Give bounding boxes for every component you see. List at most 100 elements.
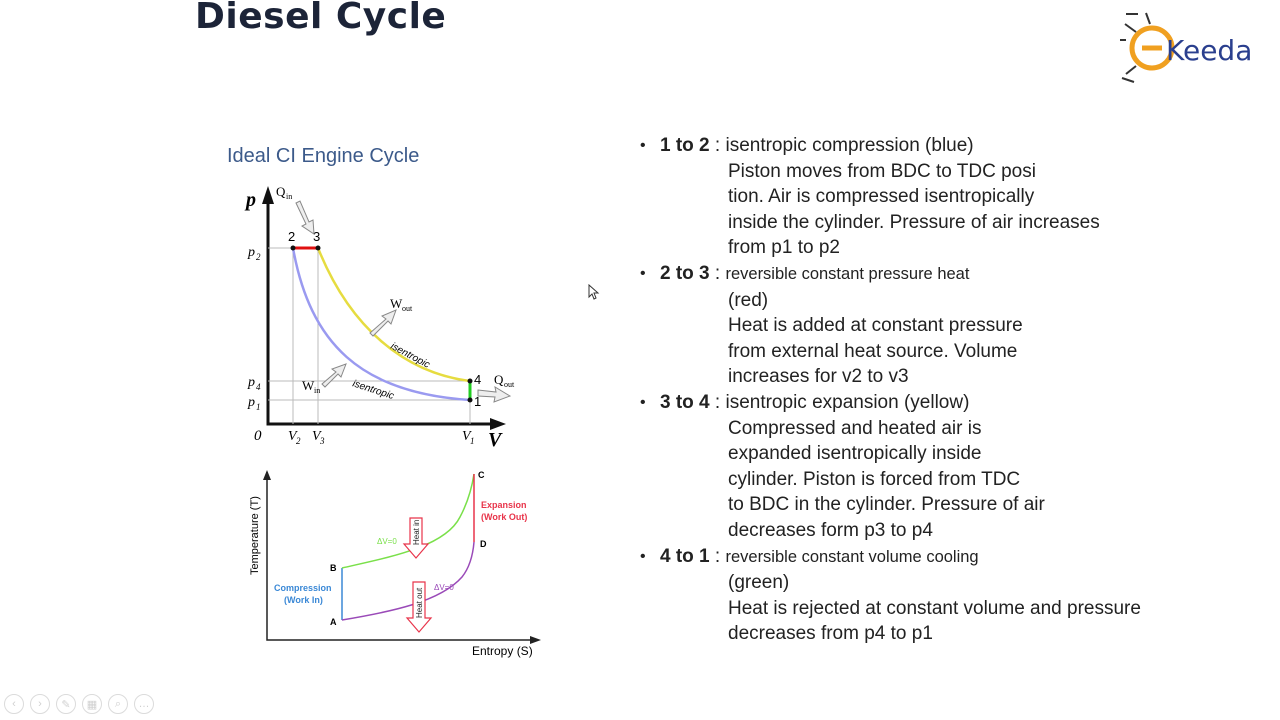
process-description-list: • 1 to 2 : isentropic compression (blue) P… — [640, 133, 1260, 647]
bullet-dot-icon: • — [640, 393, 646, 411]
process-item: • 4 to 1 : reversible constant volume coo… — [640, 544, 1260, 647]
slides-icon[interactable]: ▦ — [82, 694, 102, 714]
process-sep: : — [709, 135, 726, 156]
ts-diagram: Temperature (T) Entropy (S) A B C D Comp… — [249, 470, 541, 658]
process-description-line: decreases from p4 to p1 — [728, 623, 933, 645]
svg-text:1: 1 — [256, 402, 261, 412]
ts-xlabel: Entropy (S) — [472, 644, 533, 658]
process-sep: : — [709, 262, 726, 284]
point-3: 3 — [313, 229, 320, 244]
process-description-line: Heat is added at constant pressure — [728, 315, 1023, 337]
label-isentropic-upper: isentropic — [389, 341, 432, 371]
curve-compression — [291, 247, 471, 402]
svg-text:2: 2 — [256, 252, 261, 262]
process-description-line: tion. Air is compressed isentropically — [728, 186, 1035, 208]
point-4: 4 — [474, 372, 481, 387]
svg-text:1: 1 — [470, 436, 475, 446]
bullet-dot-icon: • — [640, 264, 646, 282]
ts-point-a: A — [330, 617, 337, 627]
ts-ylabel: Temperature (T) — [249, 496, 261, 575]
process-description-line: (green) — [728, 572, 790, 594]
svg-text:2: 2 — [296, 436, 301, 446]
pv-diagram: p V 0 p 2 p 4 p 1 V 2 V 3 V 1 2 3 4 1 Q … — [244, 184, 515, 450]
more-icon[interactable]: … — [134, 694, 154, 714]
tick-p2: p — [247, 245, 255, 260]
tick-p4: p — [247, 375, 255, 390]
ts-expansion-label: Expansion — [481, 500, 527, 510]
process-description-line: from external heat source. Volume — [728, 340, 1018, 362]
svg-text:3: 3 — [319, 436, 325, 446]
win-arrow-icon — [321, 363, 347, 388]
process-step: 1 to 2 — [660, 135, 710, 156]
process-title: reversible constant pressure heat — [725, 264, 970, 283]
process-sep: : — [709, 391, 726, 413]
process-item: • 1 to 2 : isentropic compression (blue) P… — [640, 133, 1260, 261]
process-title: isentropic expansion (yellow) — [725, 391, 970, 413]
tick-p1: p — [247, 395, 255, 410]
process-description-line: from p1 to p2 — [728, 237, 840, 259]
svg-text:out: out — [504, 380, 515, 389]
process-description-line: increases for v2 to v3 — [728, 366, 909, 388]
tick-v2: V — [288, 429, 298, 444]
svg-text:in: in — [286, 192, 292, 201]
qout-label: Q — [494, 372, 504, 387]
slide-title: Diesel Cycle — [195, 0, 447, 37]
axis-p-label: p — [244, 189, 256, 211]
pv-caption: Ideal CI Engine Cycle — [227, 145, 420, 167]
process-step: 4 to 1 — [660, 545, 710, 567]
logo-text: Keeda — [1166, 34, 1252, 67]
process-description-line: (red) — [728, 289, 769, 311]
origin-label: 0 — [254, 428, 262, 444]
curve-expansion — [316, 247, 471, 383]
svg-text:out: out — [402, 304, 413, 313]
heat-in-arrow-icon — [402, 517, 430, 559]
svg-text:(Work Out): (Work Out) — [481, 512, 527, 522]
bullet-dot-icon: • — [640, 547, 646, 565]
pen-icon[interactable]: ✎ — [56, 694, 76, 714]
process-description-line: Compressed and heated air is — [728, 417, 982, 439]
win-label: W — [302, 378, 315, 393]
qin-label: Q — [276, 184, 286, 199]
process-step: 2 to 3 — [660, 262, 710, 284]
prev-icon[interactable]: ‹ — [4, 694, 24, 714]
ts-compression-label: Compression — [274, 583, 332, 593]
process-item: • 3 to 4 : isentropic expansion (yellow) C… — [640, 390, 1260, 544]
process-description-line: to BDC in the cylinder. Pressure of air — [728, 494, 1045, 516]
svg-text:4: 4 — [256, 382, 261, 392]
process-description-line: decreases form p3 to p4 — [728, 519, 933, 541]
tick-v3: V — [312, 429, 322, 444]
process-description-line: inside the cylinder. Pressure of air inc… — [728, 211, 1100, 233]
ts-heat-add-curve — [341, 473, 475, 569]
svg-text:in: in — [314, 386, 320, 395]
process-item: • 2 to 3 : reversible constant pressure h… — [640, 261, 1260, 390]
next-icon[interactable]: › — [30, 694, 50, 714]
ts-point-b: B — [330, 563, 337, 573]
point-2: 2 — [288, 229, 295, 244]
zoom-icon[interactable]: ⌕ — [108, 694, 128, 714]
heat-out-arrow-icon — [405, 581, 433, 633]
ts-point-c: C — [478, 470, 485, 480]
process-title: reversible constant volume cooling — [725, 547, 979, 566]
process-description-line: Heat is rejected at constant volume and … — [728, 597, 1141, 619]
wout-arrow-icon — [369, 309, 397, 337]
wout-label: W — [390, 296, 403, 311]
dv-lower-label: ΔV=0 — [434, 583, 454, 592]
ekeeda-logo: Keeda — [1120, 12, 1252, 83]
tick-v1: V — [462, 429, 472, 444]
process-description-line: expanded isentropically inside — [728, 443, 982, 465]
process-sep: : — [709, 545, 726, 567]
dv-upper-label: ΔV=0 — [377, 537, 397, 546]
process-description-line: Piston moves from BDC to TDC posi — [728, 160, 1036, 182]
axis-v-label: V — [488, 429, 503, 450]
heat-in-label: Heat in — [412, 520, 421, 545]
qin-arrow-icon — [295, 200, 315, 235]
slide-toolbar: ‹ › ✎ ▦ ⌕ … — [4, 694, 154, 714]
ts-point-d: D — [480, 539, 487, 549]
bullet-dot-icon: • — [640, 137, 646, 154]
point-1: 1 — [474, 394, 481, 409]
process-step: 3 to 4 — [660, 391, 710, 413]
qout-arrow-icon — [477, 385, 512, 403]
svg-text:(Work In): (Work In) — [284, 595, 323, 605]
process-title: isentropic compression (blue) — [725, 135, 974, 156]
process-description-line: cylinder. Piston is forced from TDC — [728, 468, 1021, 490]
